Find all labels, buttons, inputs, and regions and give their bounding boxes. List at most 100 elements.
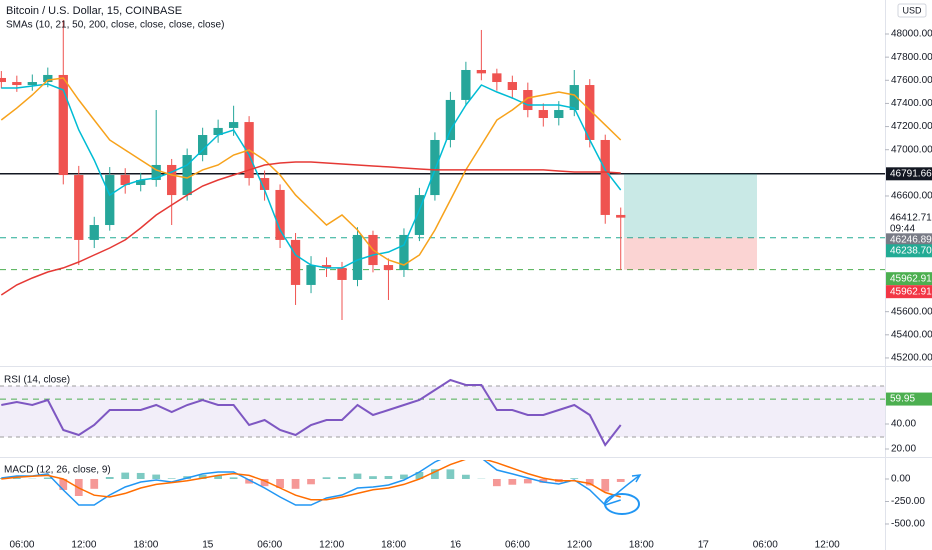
histogram-bar [245, 478, 253, 484]
candle-body [430, 139, 440, 196]
x-tick-label: 06:00 [257, 540, 282, 550]
series-line [1, 83, 622, 269]
x-tick-label: 12:00 [567, 540, 592, 550]
y-tick-label: 45200.00 [891, 353, 932, 364]
candle-body [43, 74, 53, 83]
price-label: 46238.70 [890, 245, 932, 256]
y-tick-label: 45600.00 [891, 306, 932, 317]
series-line [1, 378, 622, 447]
histogram-bar [523, 478, 532, 484]
chart-title: Bitcoin / U.S. Dollar, 15, COINBASE [6, 5, 182, 17]
histogram-bar [136, 472, 145, 479]
currency-box [897, 3, 927, 18]
annotation-ellipse [604, 493, 640, 515]
annotation-arrowhead [631, 474, 642, 483]
y-tick-label: -250.00 [891, 496, 925, 507]
candle-body [414, 195, 425, 235]
histogram-bar [539, 478, 548, 483]
price-pane [0, 20, 885, 320]
histogram-bar [105, 477, 114, 479]
candle-body [383, 265, 394, 271]
y-tick-label: 47000.00 [891, 144, 932, 155]
price-label: 46246.89 [890, 234, 932, 245]
rsi-pane [0, 378, 885, 447]
histogram-bar [12, 477, 21, 479]
y-tick-label: 48000.00 [891, 29, 932, 40]
histogram-bar [260, 478, 269, 487]
histogram-bar [229, 477, 238, 479]
series-line [1, 460, 621, 501]
candle-body [259, 178, 270, 190]
histogram-bar [570, 478, 579, 479]
price-label: 45962.91 [890, 273, 932, 284]
candle-body [74, 175, 84, 240]
histogram-bar [121, 472, 130, 479]
histogram-bar [214, 475, 222, 479]
price-label-box [886, 272, 932, 286]
y-tick-label: 47400.00 [891, 98, 932, 109]
position-stop-zone [624, 237, 757, 270]
axes: 45200.00 45400.00 45600.00 46600.00 47000.00… [9, 29, 932, 550]
y-tick-label: 40.00 [891, 419, 916, 430]
candle-body [321, 265, 332, 268]
histogram-bar [322, 477, 331, 479]
histogram-bar [167, 478, 176, 479]
histogram-bar [601, 478, 610, 492]
y-tick-label: 47800.00 [891, 52, 932, 63]
histogram-bar [585, 478, 594, 486]
histogram-bar [492, 478, 501, 487]
histogram-bar [446, 469, 455, 479]
candle-body [585, 85, 595, 140]
position-target-zone [624, 173, 757, 238]
candle-body [569, 85, 579, 111]
candle-body [27, 82, 37, 86]
price-label: 46791.66 [890, 168, 932, 179]
x-tick-label: 15 [202, 540, 214, 550]
x-tick-label: 16 [450, 540, 462, 550]
candle-body [538, 110, 548, 119]
candle-body [89, 225, 99, 240]
histogram-bar [431, 469, 439, 479]
macd-title: MACD (12, 26, close, 9) [4, 465, 111, 476]
histogram-bar [90, 478, 99, 489]
y-tick-label: 20.00 [891, 444, 916, 455]
indicator-legend: SMAs (10, 21, 50, 200, close, close, clo… [6, 20, 224, 31]
histogram-bar [616, 478, 625, 482]
price-label: 45962.91 [890, 286, 932, 297]
candle-body [554, 110, 564, 119]
annotation-arrow [605, 474, 641, 504]
x-tick-label: 18:00 [381, 540, 406, 550]
candle-body [290, 239, 301, 285]
level-label-box [886, 392, 932, 406]
y-tick-label: 47600.00 [891, 75, 932, 86]
candle-body [136, 180, 146, 185]
candle-body [507, 82, 517, 91]
price-label-box [886, 167, 932, 181]
candle-body [213, 127, 223, 136]
candle-body [523, 90, 533, 111]
x-tick-label: 06:00 [505, 540, 530, 550]
x-tick-label: 12:00 [815, 540, 840, 550]
histogram-bar [353, 473, 362, 479]
candle-body [476, 69, 487, 74]
level-label: 59.95 [890, 394, 915, 405]
y-tick-label: -500.00 [891, 519, 925, 530]
candle-body [228, 122, 239, 128]
candle-body [58, 74, 68, 176]
histogram-bar [276, 478, 284, 488]
candle-body [352, 234, 363, 280]
y-tick-label: 0.00 [891, 474, 911, 485]
macd-pane [0, 460, 625, 506]
series-line [1, 460, 621, 506]
y-tick-label: 47200.00 [891, 121, 932, 132]
candle-body [105, 175, 115, 226]
countdown: 09:44 [890, 223, 915, 234]
price-label-box [886, 233, 932, 247]
candle-body [197, 135, 208, 156]
histogram-bar [198, 474, 207, 479]
current-price: 46412.71 [890, 212, 932, 223]
candle-body [445, 99, 456, 140]
rsi-title: RSI (14, close) [4, 375, 70, 386]
y-tick-label: 45400.00 [891, 329, 932, 340]
histogram-bar [462, 474, 470, 479]
